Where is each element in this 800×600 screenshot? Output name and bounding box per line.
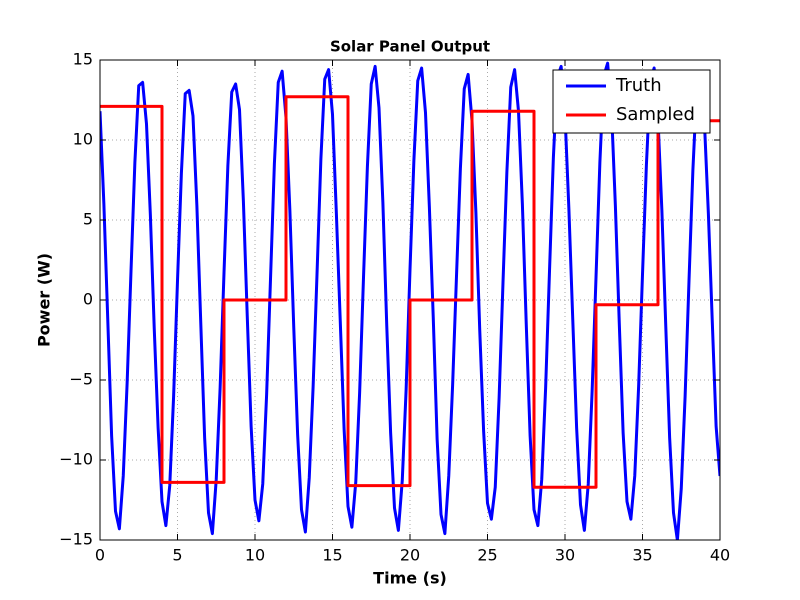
x-tick-label: 10 — [245, 546, 265, 565]
y-tick-label: −15 — [59, 530, 93, 549]
series-line — [100, 61, 720, 540]
ticks: 0 5 10 15 20 25 30 35 40 −15 −10 −5 0 5 10 15 — [59, 50, 730, 565]
x-tick-label: 20 — [400, 546, 420, 565]
y-tick-label: 0 — [83, 290, 93, 309]
y-tick-label: 15 — [73, 50, 93, 69]
x-tick-label: 0 — [95, 546, 105, 565]
series-line — [100, 95, 720, 489]
y-tick-label: −10 — [59, 450, 93, 469]
legend-label: Truth — [615, 75, 662, 96]
x-tick-label: 35 — [632, 546, 652, 565]
y-axis-label: Power (W) — [35, 253, 54, 347]
x-tick-label: 15 — [322, 546, 342, 565]
x-tick-label: 25 — [477, 546, 497, 565]
y-tick-label: 10 — [73, 130, 93, 149]
legend: Truth Sampled — [552, 69, 711, 134]
x-tick-label: 5 — [172, 546, 182, 565]
legend-label: Sampled — [616, 104, 695, 125]
plot-lines — [100, 61, 720, 540]
x-tick-label: 30 — [555, 546, 575, 565]
y-tick-label: −5 — [69, 370, 93, 389]
x-tick-label: 40 — [710, 546, 730, 565]
chart-title: Solar Panel Output — [330, 38, 490, 56]
x-axis-label: Time (s) — [373, 569, 447, 588]
y-tick-label: 5 — [83, 210, 93, 229]
legend-box — [552, 69, 711, 134]
